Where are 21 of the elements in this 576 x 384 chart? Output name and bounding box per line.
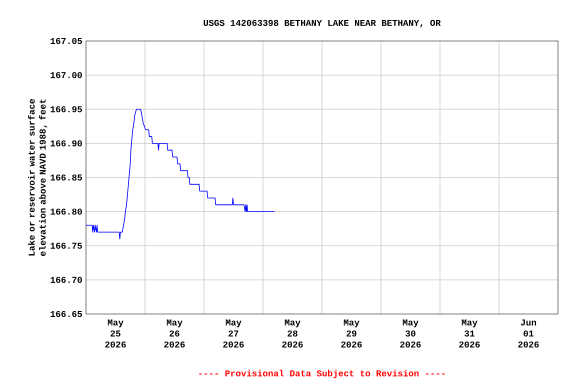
y-tick-label: 167.00 xyxy=(50,72,82,78)
y-tick-label: 166.90 xyxy=(50,140,82,146)
chart-title: USGS 142063398 BETHANY LAKE NEAR BETHANY, OR xyxy=(204,20,441,28)
y-tick-label: 166.75 xyxy=(50,242,82,249)
text: ---- Provisional Data Subject to Revision ---- xyxy=(199,370,445,378)
y-tick-label: 166.85 xyxy=(50,174,82,181)
x-tick-label: Jun 01 2026 xyxy=(518,320,539,348)
x-tick-label: May 26 2026 xyxy=(164,320,185,348)
x-tick-label: May 28 2026 xyxy=(282,320,303,348)
y-tick-label: 167.05 xyxy=(50,38,82,44)
y-tick-label: 166.65 xyxy=(50,310,82,318)
x-tick-label: May 27 2026 xyxy=(223,320,244,348)
y-tick-label: 166.70 xyxy=(50,276,82,283)
y-tick-label: 166.95 xyxy=(50,106,82,112)
x-tick-label: May 31 2026 xyxy=(459,320,480,348)
x-tick-label: May 25 2026 xyxy=(105,320,126,348)
y-tick-label: 166.80 xyxy=(50,208,82,215)
line-series xyxy=(86,108,276,240)
x-tick-label: May 30 2026 xyxy=(400,320,421,348)
y-axis-title: Lake or reservoir water surface elevation above NAVD 1988, feet xyxy=(28,99,48,256)
x-tick-label: May 29 2026 xyxy=(341,320,362,348)
